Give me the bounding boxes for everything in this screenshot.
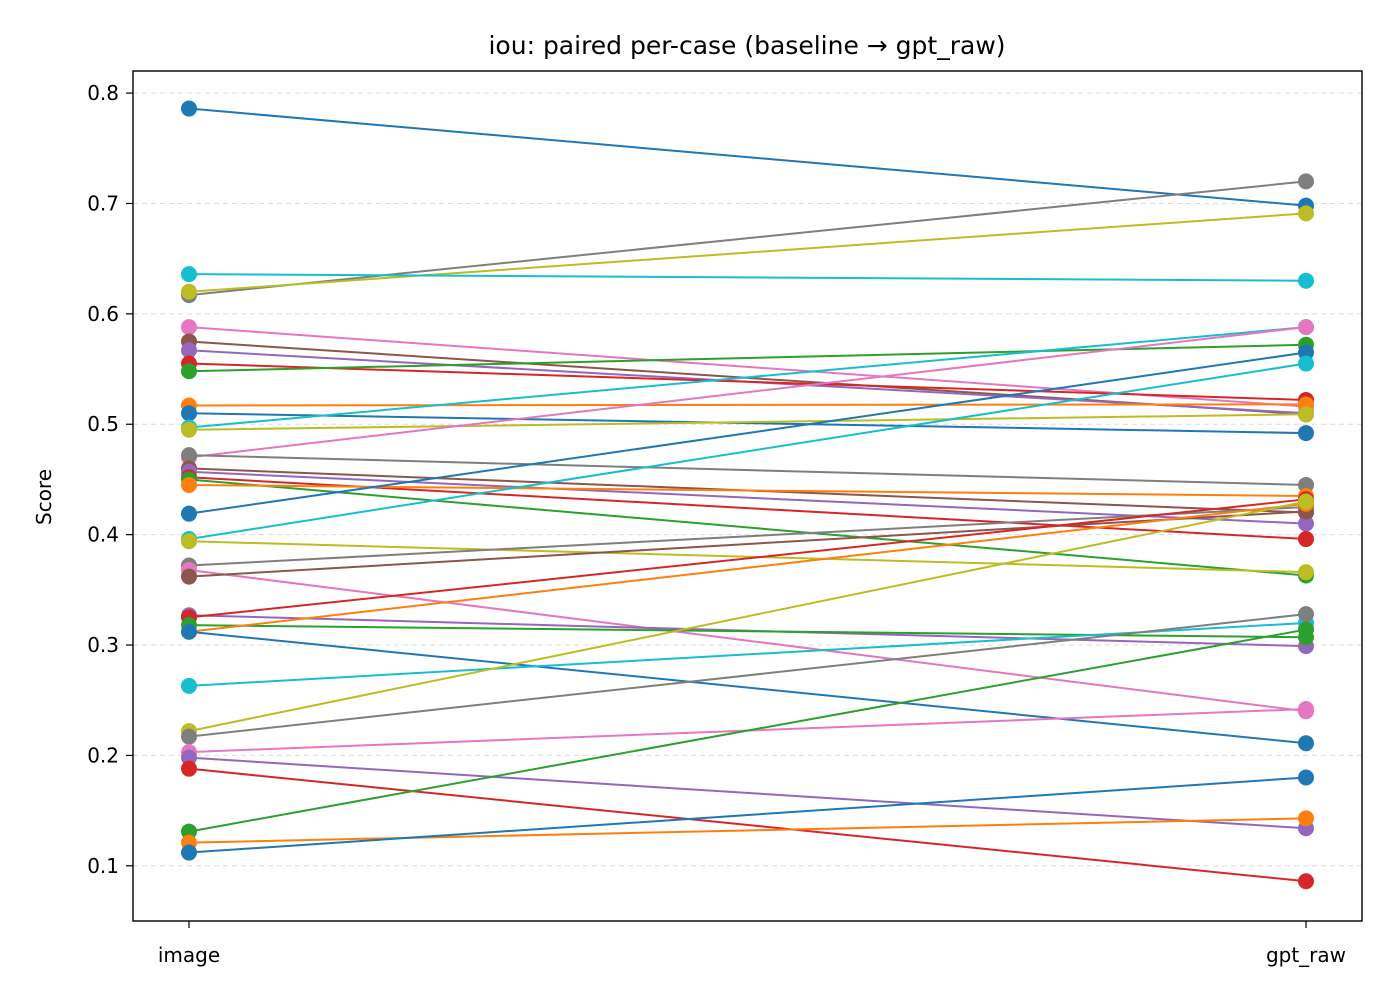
- series-point-3-gpt-raw: [1298, 205, 1314, 222]
- series-point-23-gpt-raw: [1298, 564, 1314, 581]
- series-point-31-image: [181, 623, 197, 640]
- x-tick-label-gpt-raw: gpt_raw: [1266, 943, 1346, 967]
- series-point-22-gpt-raw: [1298, 355, 1314, 372]
- series-point-40-image: [181, 844, 197, 861]
- series-point-13-gpt-raw: [1298, 406, 1314, 423]
- y-tick-label: 0.3: [87, 633, 119, 657]
- y-tick-label: 0.7: [87, 191, 119, 215]
- series-point-15-image: [181, 447, 197, 464]
- series-line-36: [188, 756, 1307, 830]
- y-tick-label: 0.6: [87, 302, 119, 326]
- series-line-24: [188, 506, 1307, 567]
- series-points: [181, 100, 1314, 890]
- y-tick-label: 0.4: [87, 523, 119, 547]
- series-point-34-image: [181, 728, 197, 745]
- series-line-34: [188, 613, 1307, 738]
- series-line-23: [188, 540, 1307, 574]
- plot-frame: [132, 70, 1363, 922]
- series-line-17: [188, 470, 1307, 525]
- series-point-18-gpt-raw: [1298, 531, 1314, 548]
- series-point-2-gpt-raw: [1298, 173, 1314, 190]
- series-line-31: [188, 630, 1307, 745]
- series-point-32-image: [181, 677, 197, 694]
- y-tick-label: 0.8: [87, 81, 119, 105]
- series-line-33: [188, 500, 1307, 733]
- series-line-8: [188, 362, 1307, 401]
- series-line-40: [188, 776, 1307, 854]
- series-point-33-gpt-raw: [1298, 493, 1314, 510]
- series-point-21-image: [181, 505, 197, 522]
- series-point-23-image: [181, 533, 197, 550]
- series-line-22: [188, 362, 1307, 541]
- series-point-11-gpt-raw: [1298, 425, 1314, 442]
- series-line-21: [188, 351, 1307, 515]
- chart-title: iou: paired per-case (baseline → gpt_raw…: [488, 31, 1005, 60]
- series-line-39: [188, 817, 1307, 844]
- series-line-14: [188, 326, 1307, 459]
- y-tick-label: 0.2: [87, 743, 119, 767]
- x-tick-label-image: image: [158, 943, 220, 967]
- series-point-11-image: [181, 405, 197, 422]
- series-line-25: [188, 568, 1307, 713]
- series-point-37-gpt-raw: [1298, 873, 1314, 890]
- series-point-35-gpt-raw: [1298, 701, 1314, 718]
- series-point-21-gpt-raw: [1298, 344, 1314, 361]
- series-point-20-image: [181, 476, 197, 493]
- series-point-39-gpt-raw: [1298, 810, 1314, 827]
- series-line-13: [188, 413, 1307, 431]
- series-point-37-image: [181, 760, 197, 777]
- gridlines: [133, 92, 1362, 867]
- series-line-11: [188, 412, 1307, 435]
- series-point-40-gpt-raw: [1298, 769, 1314, 786]
- series-point-38-image: [181, 823, 197, 840]
- series-line-12: [188, 326, 1307, 429]
- series-point-1-image: [181, 100, 197, 117]
- series-line-37: [188, 767, 1307, 883]
- series-point-13-image: [181, 421, 197, 438]
- series-line-30: [188, 502, 1307, 633]
- series-line-1: [188, 107, 1307, 207]
- series-line-3: [188, 212, 1307, 293]
- series-point-3-image: [181, 283, 197, 300]
- series-point-4-image: [181, 266, 197, 283]
- y-tick-label: 0.1: [87, 854, 119, 878]
- series-line-4: [188, 273, 1307, 282]
- series-point-36-image: [181, 749, 197, 766]
- series-point-26-image: [181, 568, 197, 585]
- series-line-32: [188, 621, 1307, 687]
- series-line-28: [188, 498, 1307, 619]
- series-point-38-gpt-raw: [1298, 621, 1314, 638]
- series-point-17-gpt-raw: [1298, 515, 1314, 532]
- series-point-14-gpt-raw: [1298, 319, 1314, 336]
- series-line-19: [188, 478, 1307, 577]
- series-point-34-gpt-raw: [1298, 606, 1314, 623]
- series-point-7-image: [181, 342, 197, 359]
- series-line-15: [188, 454, 1307, 486]
- series-point-15-gpt-raw: [1298, 476, 1314, 493]
- series-lines: [188, 107, 1307, 883]
- series-point-4-gpt-raw: [1298, 272, 1314, 289]
- series-line-10: [188, 403, 1307, 407]
- series-point-31-gpt-raw: [1298, 735, 1314, 752]
- series-line-26: [188, 510, 1307, 578]
- series-point-5-image: [181, 319, 197, 336]
- series-line-38: [188, 628, 1307, 833]
- series-point-9-image: [181, 363, 197, 380]
- y-tick-label: 0.5: [87, 412, 119, 436]
- y-axis-label: Score: [32, 469, 56, 525]
- axis-ticks: 0.1 0.2 0.3 0.4 0.5 0.6 0.7 0.8 image gpt_raw: [87, 81, 1346, 967]
